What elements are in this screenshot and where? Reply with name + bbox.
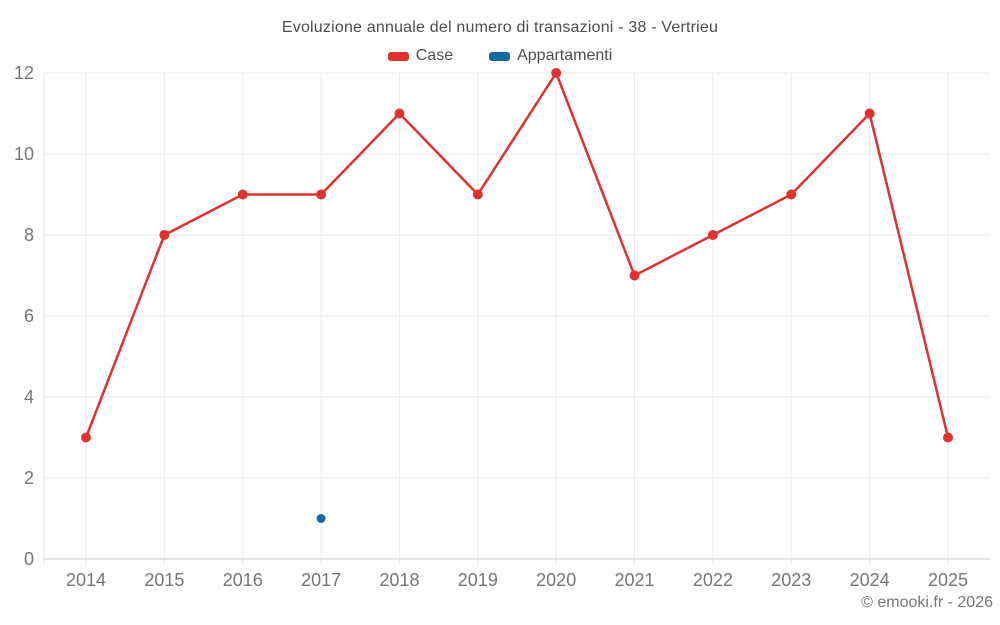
- legend-label-appartamenti: Appartamenti: [517, 47, 613, 64]
- data-point-case-2024[interactable]: [864, 108, 875, 119]
- data-point-case-2018[interactable]: [394, 108, 405, 119]
- copyright-text: © emooki.fr - 2026: [861, 594, 993, 611]
- x-tick-label-2025: 2025: [928, 570, 968, 590]
- x-tick-label-2018: 2018: [379, 570, 419, 590]
- x-tick-label-2019: 2019: [458, 570, 498, 590]
- legend-swatch-case: [387, 51, 409, 61]
- x-tick-label-2016: 2016: [223, 570, 263, 590]
- y-tick-label-6: 6: [24, 306, 34, 326]
- y-tick-label-0: 0: [24, 549, 34, 569]
- x-tick-label-2014: 2014: [66, 570, 106, 590]
- x-tick-label-2015: 2015: [144, 570, 184, 590]
- x-tick-label-2024: 2024: [850, 570, 890, 590]
- legend-item-case[interactable]: Case: [387, 47, 454, 65]
- data-point-case-2015[interactable]: [159, 230, 170, 240]
- legend-label-case: Case: [415, 47, 454, 64]
- x-tick-label-2017: 2017: [301, 570, 341, 590]
- x-tick-label-2020: 2020: [536, 570, 576, 590]
- chart-legend: Case Appartamenti: [0, 47, 1000, 65]
- x-tick-label-2023: 2023: [771, 570, 811, 590]
- data-point-case-2021[interactable]: [629, 270, 640, 281]
- data-point-case-2017[interactable]: [316, 189, 327, 200]
- data-point-case-2019[interactable]: [472, 189, 483, 200]
- x-tick-label-2021: 2021: [615, 570, 655, 590]
- data-point-case-2016[interactable]: [237, 189, 248, 200]
- legend-swatch-appartamenti: [489, 51, 511, 61]
- data-point-case-2025[interactable]: [943, 432, 953, 443]
- y-tick-label-2: 2: [24, 468, 34, 488]
- series-line-case: [84, 71, 950, 439]
- y-tick-label-8: 8: [24, 225, 34, 245]
- data-point-case-2023[interactable]: [786, 189, 797, 200]
- y-tick-label-4: 4: [24, 387, 34, 407]
- data-point-case-2014[interactable]: [81, 432, 91, 443]
- chart-title: Evoluzione annuale del numero di transaz…: [281, 19, 719, 36]
- y-tick-label-10: 10: [14, 144, 34, 164]
- legend-item-appartamenti[interactable]: Appartamenti: [489, 47, 612, 65]
- data-point-case-2020[interactable]: [551, 68, 562, 78]
- data-point-case-2022[interactable]: [707, 230, 718, 240]
- x-tick-label-2022: 2022: [693, 570, 733, 590]
- y-tick-label-12: 12: [14, 63, 34, 83]
- data-point-appartamenti-2017[interactable]: [316, 514, 326, 523]
